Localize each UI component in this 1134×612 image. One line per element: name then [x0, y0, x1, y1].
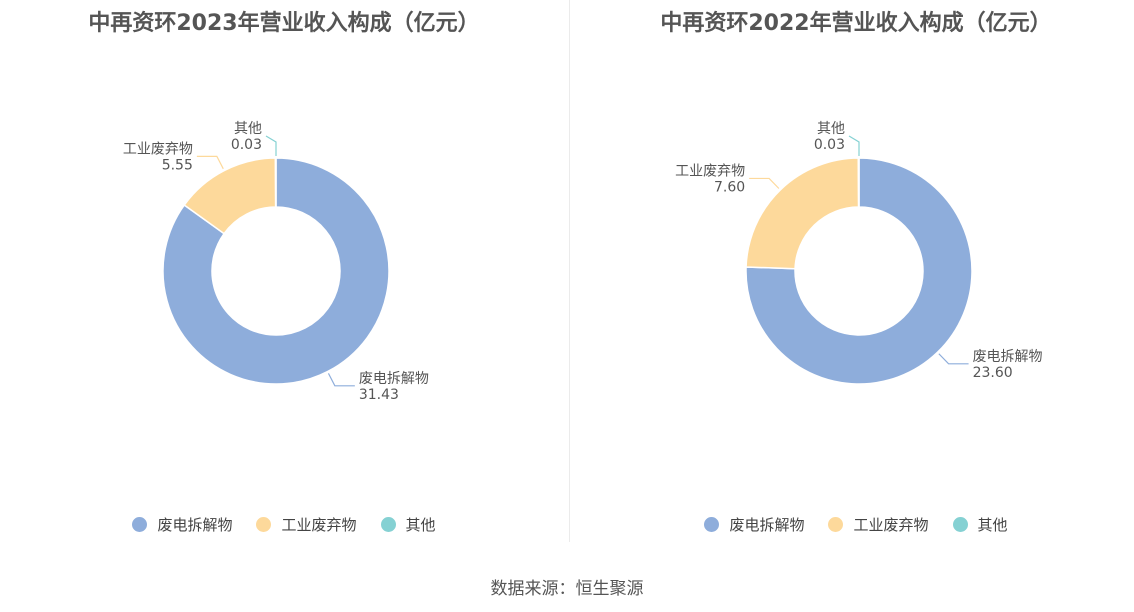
legend-item-industrial-waste[interactable]: 工业废弃物 — [256, 514, 357, 535]
slice-label-other: 其他 — [817, 121, 845, 137]
donut-slice-industrial-waste[interactable] — [745, 157, 860, 270]
legend-item-other[interactable]: 其他 — [380, 514, 436, 535]
slice-label-waste-electronics: 废电拆解物 — [359, 371, 429, 387]
leader-line-other — [848, 135, 860, 156]
slice-value-industrial-waste: 5.55 — [162, 157, 193, 173]
leader-line-waste-electronics — [938, 353, 969, 365]
legend-dot-icon — [952, 517, 968, 532]
slice-value-other: 0.03 — [231, 137, 262, 153]
legend-item-industrial-waste[interactable]: 工业废弃物 — [828, 514, 929, 535]
legend-label: 其他 — [405, 516, 436, 534]
leader-line-other — [265, 135, 277, 156]
legend-2023: 废电拆解物 工业废弃物 其他 — [0, 514, 568, 535]
legend-dot-icon — [132, 517, 148, 532]
chart-title-2023: 中再资环2023年营业收入构成（亿元） — [88, 11, 480, 36]
donut-slice-waste-electronics[interactable] — [162, 157, 390, 385]
legend-dot-icon — [380, 517, 396, 532]
legend-dot-icon — [704, 517, 720, 532]
slice-label-industrial-waste: 工业废弃物 — [123, 141, 193, 157]
legend-2022: 废电拆解物 工业废弃物 其他 — [578, 514, 1134, 535]
legend-label: 其他 — [977, 516, 1008, 534]
donut-slice-other[interactable] — [274, 157, 277, 208]
donut-slice-waste-electronics[interactable] — [745, 157, 973, 385]
slice-value-industrial-waste: 7.60 — [714, 179, 745, 195]
legend-label: 工业废弃物 — [853, 516, 929, 534]
slice-label-industrial-waste: 工业废弃物 — [675, 163, 745, 179]
data-source-footer: 数据来源：恒生聚源 — [490, 579, 644, 599]
donut-slice-other[interactable] — [857, 157, 860, 208]
legend-item-waste-electronics[interactable]: 废电拆解物 — [132, 514, 232, 535]
leader-line-industrial-waste — [749, 177, 780, 189]
slice-label-waste-electronics: 废电拆解物 — [973, 349, 1043, 365]
slice-value-waste-electronics: 31.43 — [359, 387, 399, 403]
slice-label-other: 其他 — [234, 121, 262, 137]
slice-value-other: 0.03 — [814, 137, 845, 153]
legend-label: 废电拆解物 — [729, 516, 805, 534]
leader-line-waste-electronics — [327, 373, 355, 387]
legend-item-other[interactable]: 其他 — [952, 514, 1008, 535]
panel-divider — [569, 0, 570, 542]
chart-title-2022: 中再资环2022年营业收入构成（亿元） — [660, 11, 1052, 36]
slice-value-waste-electronics: 23.60 — [973, 365, 1013, 381]
legend-label: 废电拆解物 — [157, 516, 233, 534]
legend-item-waste-electronics[interactable]: 废电拆解物 — [704, 514, 804, 535]
chart-2022: 中再资环2022年营业收入构成（亿元） 废电拆解物 23.60 工业废弃物 7.60 其… — [578, 0, 1134, 560]
legend-label: 工业废弃物 — [281, 516, 357, 534]
legend-dot-icon — [828, 517, 844, 532]
chart-2023: 中再资环2023年营业收入构成（亿元） 废电拆解物 31.43 工业废弃物 5.55 其… — [0, 0, 568, 560]
legend-dot-icon — [256, 517, 272, 532]
leader-line-industrial-waste — [196, 155, 224, 170]
